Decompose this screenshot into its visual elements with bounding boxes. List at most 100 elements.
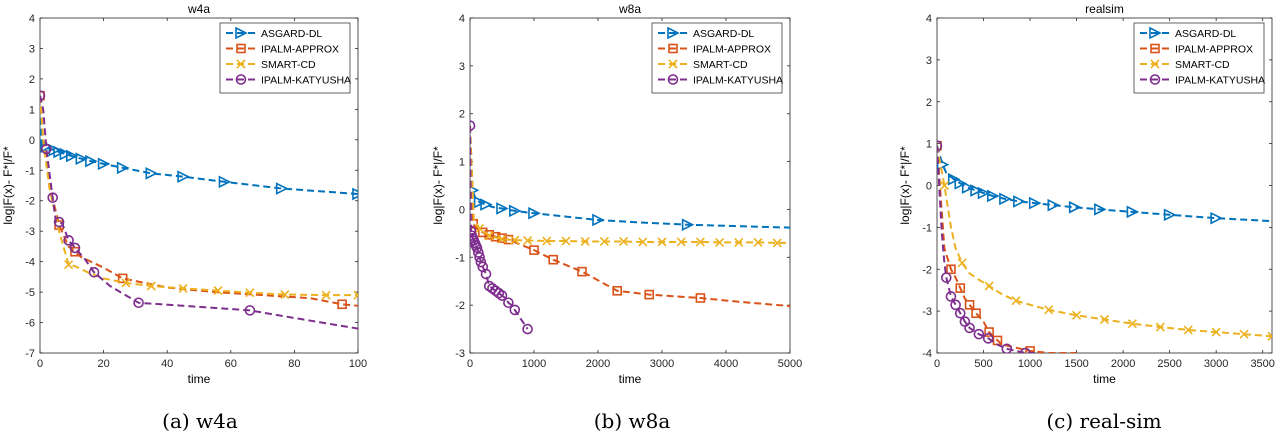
data-point bbox=[1210, 211, 1223, 225]
data-point bbox=[1127, 319, 1137, 329]
data-point bbox=[245, 288, 255, 298]
x-tick-label: 60 bbox=[225, 358, 237, 370]
x-tick-label: 3500 bbox=[1250, 358, 1274, 370]
x-tick-label: 500 bbox=[974, 358, 992, 370]
data-point bbox=[64, 260, 74, 270]
data-point bbox=[1183, 325, 1193, 335]
data-point bbox=[1126, 205, 1140, 219]
data-point bbox=[1028, 196, 1042, 210]
data-point bbox=[1155, 322, 1165, 332]
data-point bbox=[971, 308, 981, 319]
y-tick-label: -2 bbox=[922, 264, 932, 276]
x-tick-label: 100 bbox=[349, 358, 367, 370]
legend-marker bbox=[235, 26, 248, 40]
legend-marker bbox=[667, 26, 680, 40]
legend-marker bbox=[668, 59, 678, 69]
x-tick-label: 3000 bbox=[1204, 358, 1228, 370]
chart-title: w8a bbox=[618, 2, 641, 16]
data-point bbox=[1267, 331, 1272, 341]
chart-title: realsim bbox=[1085, 2, 1124, 16]
legend-label: SMART-CD bbox=[1175, 59, 1230, 71]
series-line-ipalm-approx bbox=[40, 95, 358, 307]
y-axis-label: log|F(x)- F*|/F* bbox=[431, 146, 445, 225]
data-point bbox=[69, 242, 81, 254]
data-point bbox=[522, 323, 533, 335]
data-point bbox=[121, 278, 131, 288]
series-group bbox=[937, 140, 1272, 353]
x-axis-label: time bbox=[619, 372, 642, 386]
legend-marker bbox=[668, 43, 678, 54]
x-axis-label: time bbox=[188, 372, 211, 386]
series-line-asgard-dl bbox=[937, 145, 1272, 223]
legend-marker bbox=[235, 74, 247, 85]
legend-marker bbox=[236, 59, 246, 69]
data-point bbox=[987, 189, 1000, 203]
x-tick-label: 1500 bbox=[1064, 358, 1088, 370]
data-point bbox=[63, 235, 74, 246]
data-point bbox=[75, 152, 89, 165]
data-point bbox=[947, 172, 961, 186]
data-point bbox=[470, 120, 476, 131]
data-point bbox=[275, 182, 289, 195]
data-point bbox=[970, 184, 983, 197]
y-tick-label: 0 bbox=[459, 204, 465, 216]
data-point bbox=[523, 235, 533, 246]
legend-label: IPALM-KATYUSHA bbox=[1175, 75, 1265, 87]
data-point bbox=[97, 157, 111, 171]
data-point bbox=[542, 236, 552, 246]
legend-marker bbox=[667, 74, 679, 85]
data-point bbox=[1094, 203, 1107, 216]
y-tick-label: 4 bbox=[29, 13, 35, 25]
y-tick-label: 4 bbox=[926, 13, 932, 25]
data-point bbox=[473, 247, 484, 258]
series-group bbox=[40, 90, 358, 330]
data-point bbox=[116, 161, 130, 175]
data-point bbox=[954, 307, 966, 319]
data-point bbox=[47, 192, 59, 203]
data-point bbox=[950, 299, 961, 311]
data-point bbox=[580, 236, 590, 247]
x-tick-label: 1000 bbox=[522, 358, 546, 370]
y-tick-label: 1 bbox=[926, 139, 932, 151]
data-point bbox=[964, 300, 975, 310]
data-point bbox=[592, 213, 605, 227]
data-point bbox=[41, 143, 52, 155]
data-point bbox=[496, 202, 509, 215]
x-tick-label: 2000 bbox=[586, 358, 610, 370]
data-point bbox=[1047, 198, 1061, 212]
y-tick-label: -3 bbox=[25, 226, 35, 238]
data-point bbox=[53, 145, 66, 159]
y-tick-label: 1 bbox=[29, 104, 35, 116]
data-point bbox=[753, 237, 763, 248]
y-tick-label: 2 bbox=[926, 97, 932, 109]
data-point bbox=[1044, 305, 1054, 315]
legend-label: IPALM-APPROX bbox=[1175, 44, 1253, 56]
data-point bbox=[984, 281, 994, 291]
chart-2: realsim 0 500 1000 1500 2000 2500 3000 3500 -4 -3 -… bbox=[898, 2, 1275, 433]
legend-label: SMART-CD bbox=[261, 59, 316, 71]
data-point bbox=[213, 286, 223, 296]
y-tick-label: -6 bbox=[25, 318, 35, 330]
x-tick-label: 2000 bbox=[1111, 358, 1135, 370]
y-tick-label: -2 bbox=[455, 300, 465, 312]
data-point bbox=[529, 245, 539, 255]
chart-caption: (b) w8a bbox=[594, 409, 671, 433]
y-tick-label: -5 bbox=[25, 287, 35, 299]
y-tick-label: 1 bbox=[459, 157, 465, 169]
legend-label: SMART-CD bbox=[693, 59, 748, 71]
data-point bbox=[145, 167, 159, 180]
data-point bbox=[1025, 346, 1035, 353]
legend-marker bbox=[1149, 26, 1162, 40]
data-point bbox=[480, 198, 493, 211]
data-point bbox=[484, 229, 495, 240]
data-point bbox=[937, 140, 943, 152]
y-tick-label: -7 bbox=[25, 348, 35, 360]
data-point bbox=[954, 177, 968, 190]
data-point bbox=[734, 237, 744, 248]
data-point bbox=[88, 266, 100, 278]
data-point bbox=[475, 224, 485, 234]
data-point bbox=[1211, 327, 1221, 337]
data-point bbox=[117, 273, 128, 284]
data-point bbox=[982, 333, 994, 344]
